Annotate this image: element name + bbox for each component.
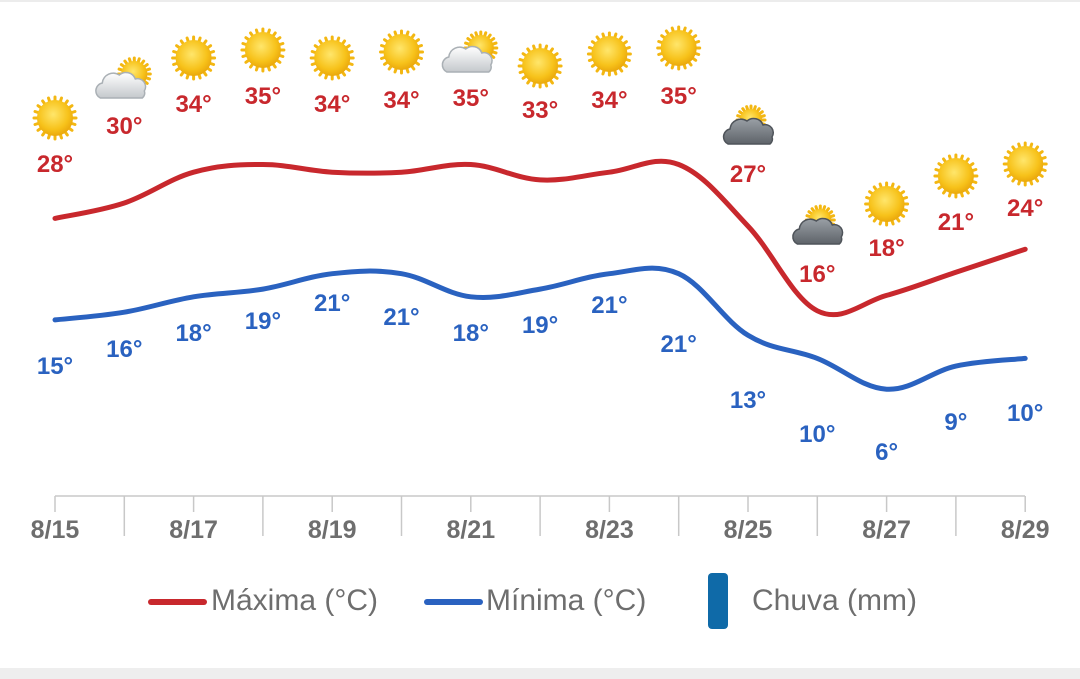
- partly-cloudy-icon: [95, 56, 152, 99]
- data-label-minima: 18°: [175, 320, 211, 347]
- data-label-maxima: 35°: [661, 83, 697, 110]
- data-label-maxima: 34°: [314, 91, 350, 118]
- data-label-maxima: 34°: [591, 87, 627, 114]
- series-line-maxima: [52, 158, 1028, 318]
- data-label-maxima: 34°: [175, 91, 211, 118]
- data-label-minima: 15°: [37, 353, 73, 380]
- sun-icon: [379, 29, 424, 75]
- legend-label-chuva: Chuva (mm): [752, 584, 917, 617]
- data-labels: 28° 30° 34° 35° 34° 34° 35° 33° 34° 35° 27° 16° 18° 2…: [37, 83, 1043, 466]
- data-label-maxima: 35°: [453, 85, 489, 112]
- sun-icon: [517, 43, 563, 89]
- sun-icon: [171, 35, 217, 81]
- data-label-minima: 21°: [661, 331, 697, 358]
- data-label-maxima: 16°: [799, 261, 835, 288]
- data-label-minima: 21°: [591, 292, 627, 319]
- data-label-minima: 10°: [1007, 400, 1043, 427]
- data-label-maxima: 18°: [868, 235, 904, 262]
- x-tick-label: 8/17: [169, 516, 218, 544]
- data-label-minima: 18°: [453, 320, 489, 347]
- data-label-minima: 19°: [522, 312, 558, 339]
- data-label-minima: 21°: [383, 304, 419, 331]
- data-label-maxima: 33°: [522, 97, 558, 124]
- cloudy-sun-icon: [792, 204, 844, 245]
- data-label-minima: 6°: [875, 439, 898, 466]
- cloudy-sun-icon: [722, 104, 775, 145]
- data-label-maxima: 21°: [938, 209, 974, 236]
- weather-icons: [32, 25, 1048, 245]
- legend-label-maxima: Máxima (°C): [211, 584, 378, 617]
- sun-icon: [864, 181, 910, 227]
- data-label-minima: 16°: [106, 336, 142, 363]
- data-label-minima: 13°: [730, 387, 766, 414]
- legend-label-minima: Mínima (°C): [486, 584, 646, 617]
- legend: Máxima (°C) Mínima (°C) Chuva (mm): [148, 573, 917, 629]
- partly-cloudy-icon: [441, 30, 499, 73]
- x-tick-label: 8/23: [585, 516, 634, 544]
- x-tick-label: 8/25: [724, 516, 773, 544]
- data-label-minima: 9°: [944, 409, 967, 436]
- x-tick-label: 8/15: [31, 516, 80, 544]
- x-tick-label: 8/19: [308, 516, 357, 544]
- bottom-bar: [0, 668, 1080, 679]
- data-label-maxima: 28°: [37, 151, 73, 178]
- x-tick-label: 8/21: [446, 516, 495, 544]
- sun-icon: [656, 25, 702, 71]
- data-label-maxima: 34°: [383, 87, 419, 114]
- x-tick-label: 8/27: [862, 516, 911, 544]
- data-label-minima: 21°: [314, 290, 350, 317]
- data-label-maxima: 27°: [730, 161, 766, 188]
- series-line-minima: [52, 265, 1028, 392]
- data-label-maxima: 30°: [106, 113, 142, 140]
- sun-icon: [586, 31, 632, 77]
- data-label-maxima: 24°: [1007, 195, 1043, 222]
- sun-icon: [1002, 141, 1048, 187]
- top-divider: [0, 0, 1080, 2]
- x-axis: 8/15 8/17 8/19 8/21 8/23 8/25 8/27 8/29: [31, 495, 1050, 544]
- sun-icon: [309, 35, 355, 81]
- sun-icon: [240, 27, 286, 73]
- sun-icon: [32, 95, 78, 141]
- data-label-maxima: 35°: [245, 83, 281, 110]
- data-label-minima: 10°: [799, 421, 835, 448]
- data-label-minima: 19°: [245, 308, 281, 335]
- x-tick-label: 8/29: [1001, 516, 1050, 544]
- legend-swatch-chuva: [708, 573, 728, 629]
- sun-icon: [933, 153, 979, 199]
- series-lines: [52, 158, 1028, 392]
